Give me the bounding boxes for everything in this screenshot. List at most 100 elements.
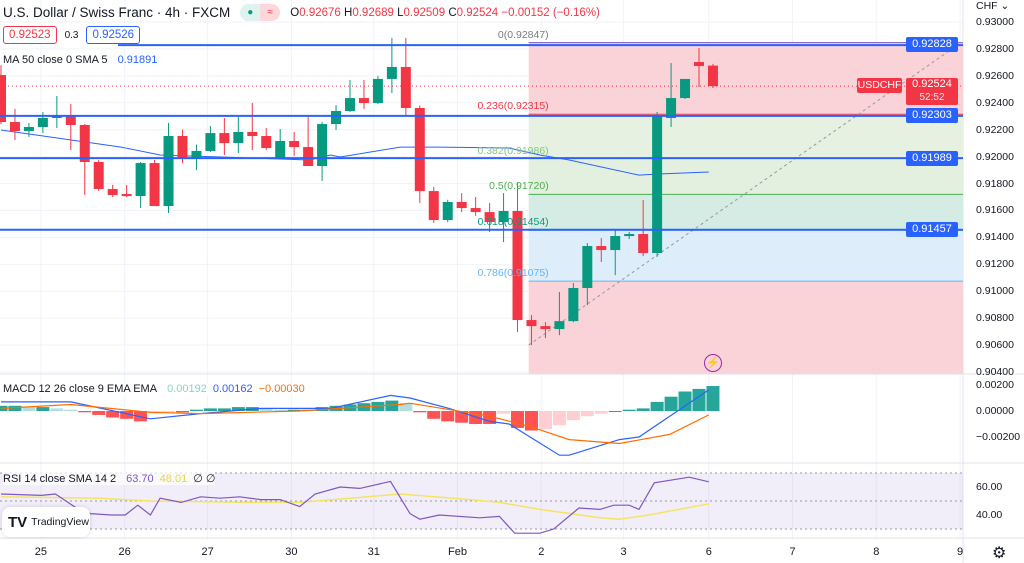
candle-body	[484, 212, 495, 223]
candle-body	[345, 98, 355, 111]
macd-histogram-bar	[64, 409, 78, 411]
settings-gear-icon[interactable]: ⚙	[992, 545, 1007, 562]
macd-histogram-bar	[497, 411, 511, 414]
candle-body	[93, 162, 104, 190]
candle-body	[624, 234, 635, 237]
ma-legend[interactable]: MA 50 close 0 SMA 5 0.91891	[3, 54, 158, 66]
fib-level-label: 0.236(0.92315)	[477, 100, 549, 113]
price-axis-label: 0.93000	[976, 16, 1014, 28]
fib-level-label: 0.382(0.91986)	[477, 144, 549, 157]
candle-body	[107, 189, 118, 195]
buy-button[interactable]: 0.92526	[86, 26, 141, 44]
macd-histogram-bar	[273, 409, 287, 411]
macd-histogram-bar	[36, 407, 50, 411]
rsi-sma-line	[0, 493, 709, 520]
candle-body	[0, 75, 6, 123]
macd-histogram-bar	[664, 396, 678, 411]
symbol-tag: USDCHF	[857, 78, 902, 93]
candle-body	[65, 115, 76, 125]
macd-axis-label: 0.00000	[976, 405, 1014, 417]
rsi-axis-label: 40.00	[976, 509, 1003, 521]
candle-body	[358, 98, 369, 104]
level-tag: 0.92828	[906, 37, 958, 52]
trade-panel: 0.92523 0.3 0.92526	[3, 26, 141, 44]
symbol-title[interactable]: U.S. Dollar / Swiss Franc · 4h · FXCM	[3, 5, 231, 20]
candle-body	[37, 117, 48, 128]
candle-body	[610, 236, 621, 251]
rsi-legend[interactable]: RSI 14 close SMA 14 2 63.70 48.01 ∅ ∅	[3, 472, 216, 485]
currency-selector[interactable]: CHF ⌄	[976, 0, 1010, 12]
candle-body	[372, 78, 383, 104]
macd-histogram-bar	[50, 408, 64, 411]
macd-histogram-bar	[608, 411, 622, 412]
tv-logo-icon: TV	[8, 513, 28, 531]
candle-body	[666, 98, 677, 118]
macd-histogram-bar	[259, 408, 273, 411]
macd-histogram-bar	[189, 409, 203, 411]
time-axis-label: 26	[118, 546, 131, 558]
sell-button[interactable]: 0.92523	[3, 26, 57, 44]
macd-histogram-bar	[399, 403, 413, 411]
time-axis-label: Feb	[448, 546, 467, 558]
rsi-line	[0, 476, 709, 534]
market-status-pill[interactable]: ● ≈	[240, 4, 281, 21]
candle-body	[707, 65, 718, 87]
candle-body	[652, 115, 663, 254]
ohlc-values: O0.92676 H0.92689 L0.92509 C0.92524 −0.0…	[290, 6, 600, 19]
candle-body	[289, 141, 300, 148]
candle-body	[303, 147, 314, 167]
time-axis-label: 3	[620, 546, 627, 558]
macd-histogram-bar	[622, 409, 636, 411]
time-axis-label: 2	[538, 546, 545, 558]
price-axis-label: 0.91200	[976, 258, 1014, 271]
dot-icon: ●	[240, 4, 261, 21]
time-axis-label: 30	[285, 546, 298, 558]
macd-histogram-bar	[538, 411, 552, 430]
price-axis-label: 0.91800	[976, 177, 1014, 190]
macd-histogram-bar	[706, 386, 720, 411]
macd-axis-label: 0.00200	[976, 379, 1014, 391]
time-axis-label: 25	[34, 546, 48, 558]
macd-histogram-bar	[287, 409, 301, 411]
candle-body	[596, 246, 607, 251]
candle-body	[233, 131, 244, 144]
candle-body	[470, 208, 481, 213]
macd-histogram-bar	[427, 411, 441, 419]
last-price-tag: 0.92524 52:52	[906, 78, 958, 105]
candle-body	[694, 61, 704, 67]
lightning-event-icon[interactable]: ⚡	[704, 354, 722, 372]
price-axis-label: 0.90400	[976, 366, 1014, 378]
fib-level-label: 0(0.92847)	[497, 28, 549, 41]
candle-body	[582, 246, 593, 289]
time-axis-label: 8	[873, 546, 880, 558]
macd-histogram-bar	[231, 407, 245, 411]
macd-legend[interactable]: MACD 12 26 close 9 EMA EMA 0.00192 0.00162…	[3, 383, 305, 395]
candle-body	[205, 133, 216, 151]
price-axis-label: 0.91600	[976, 204, 1014, 217]
candle-body	[23, 127, 34, 132]
macd-histogram-bar	[650, 401, 664, 411]
candle-body	[121, 194, 132, 197]
price-axis-label: 0.92800	[976, 42, 1014, 55]
candle-body	[680, 78, 691, 99]
macd-histogram-bar	[413, 411, 427, 413]
macd-histogram-bar	[120, 411, 134, 419]
macd-histogram-bar	[162, 411, 176, 413]
macd-histogram-bar	[441, 411, 455, 422]
candle-body	[317, 124, 328, 167]
candle-body	[51, 115, 62, 118]
level-tag: 0.91989	[906, 151, 958, 166]
macd-histogram-bar	[594, 411, 608, 414]
price-axis-label: 0.92000	[976, 150, 1014, 163]
macd-histogram-bar	[566, 411, 580, 421]
price-axis-label: 0.92600	[976, 69, 1014, 82]
time-axis-label: 27	[201, 546, 214, 558]
fib-zone	[528, 114, 963, 159]
macd-histogram-bar	[175, 411, 189, 413]
candle-body	[526, 320, 537, 327]
macd-histogram-bar	[78, 411, 92, 413]
macd-line	[1, 389, 710, 456]
macd-histogram-bar	[92, 411, 106, 415]
tradingview-logo[interactable]: TV TradingView	[2, 507, 90, 537]
